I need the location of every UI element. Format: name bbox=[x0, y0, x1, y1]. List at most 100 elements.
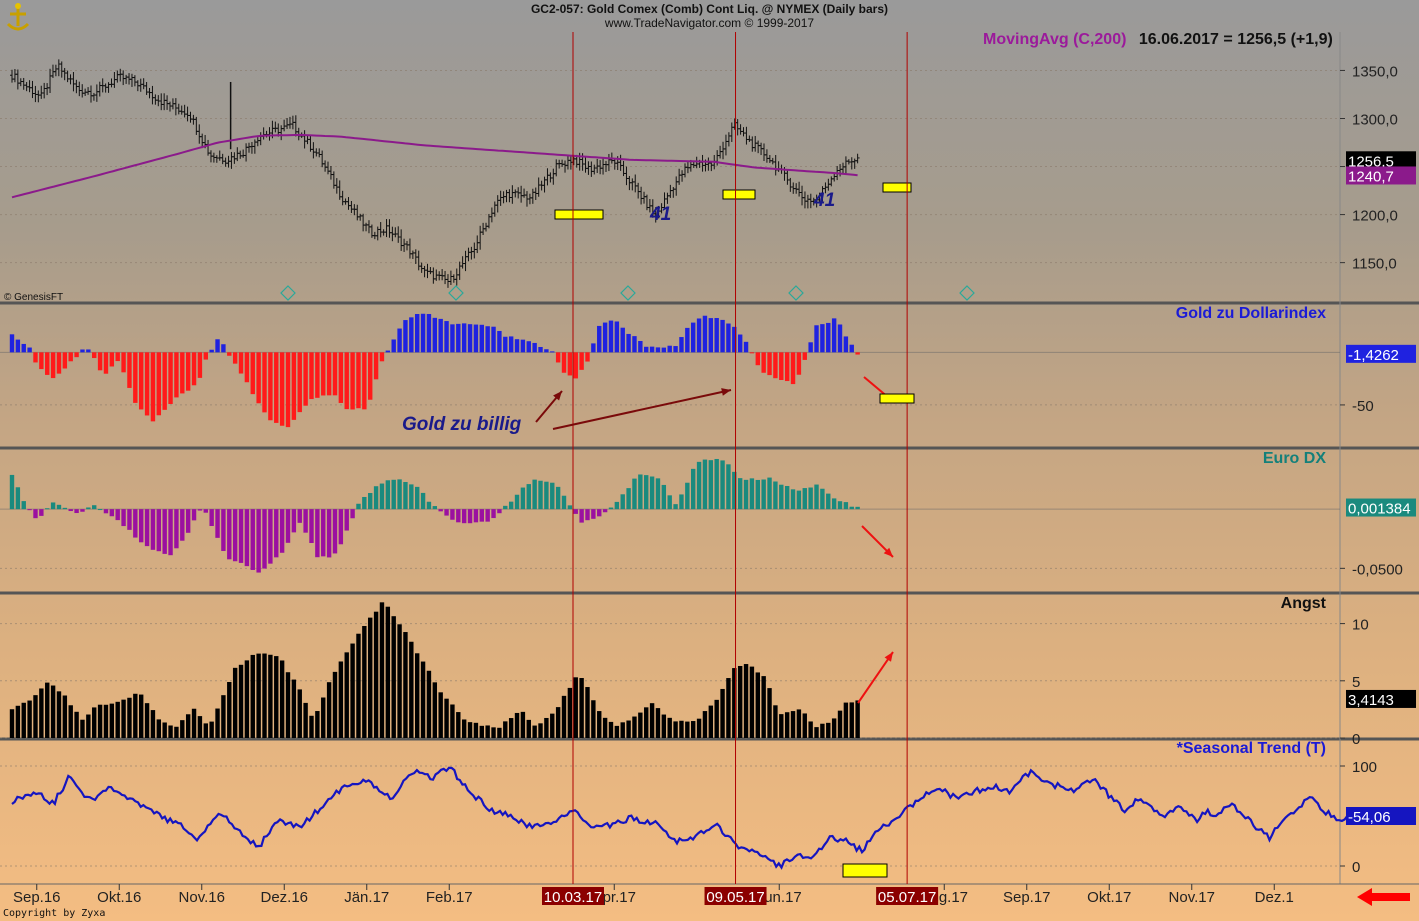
euro-dx-bar bbox=[649, 476, 655, 510]
x-tick-label: Jun.17 bbox=[757, 889, 802, 906]
euro-dx-bar bbox=[450, 509, 455, 520]
gold-dollar-bar bbox=[608, 320, 614, 353]
euro-dx-bar bbox=[426, 501, 432, 510]
gold-dollar-bar bbox=[97, 352, 103, 371]
angst-bar bbox=[344, 652, 349, 738]
euro-dx-bar bbox=[45, 508, 50, 510]
euro-dx-bar bbox=[614, 501, 620, 510]
y-tick-label: 100 bbox=[1352, 759, 1377, 776]
gold-dollar-bar bbox=[86, 349, 91, 353]
angst-bar bbox=[761, 676, 766, 738]
gold-dollar-bar bbox=[414, 314, 420, 353]
x-tick-label: Nov.17 bbox=[1169, 889, 1215, 906]
angst-bar bbox=[644, 707, 649, 738]
euro-dx-bar bbox=[279, 509, 285, 553]
angst-bar bbox=[326, 682, 332, 738]
euro-dx-bar bbox=[27, 509, 32, 511]
euro-dx-bar bbox=[303, 509, 308, 533]
euro-dx-bar bbox=[397, 479, 402, 510]
angst-bar bbox=[597, 711, 602, 738]
cycle-diamond-icon bbox=[280, 285, 296, 301]
moving-average-name: MovingAvg (C,200) bbox=[983, 31, 1127, 48]
euro-dx-bar bbox=[456, 509, 461, 523]
euro-dx-bar bbox=[68, 509, 73, 512]
gold-dollar-bar bbox=[103, 352, 109, 374]
gold-dollar-bar bbox=[21, 343, 26, 353]
euro-dx-bar bbox=[561, 495, 567, 510]
angst-bar bbox=[450, 704, 455, 738]
gold-dollar-bar bbox=[614, 321, 620, 353]
gold-dollar-bar bbox=[720, 319, 725, 353]
angst-bar bbox=[373, 611, 379, 738]
angst-bar bbox=[438, 692, 443, 738]
euro-dx-bar bbox=[180, 509, 185, 541]
gold-dollar-bar bbox=[555, 352, 561, 363]
x-tick-label: Jän.17 bbox=[344, 889, 389, 906]
euro-dx-bar bbox=[332, 509, 338, 554]
angst-bar bbox=[262, 653, 267, 738]
angst-bar bbox=[831, 718, 837, 738]
angst-bar bbox=[45, 682, 50, 738]
euro-dx-bar bbox=[109, 509, 115, 517]
euro-dx-bar bbox=[503, 505, 508, 510]
euro-dx-bar bbox=[491, 509, 496, 519]
gold-dollar-last-value-box bbox=[1346, 344, 1416, 363]
x-tick-label: Okt.16 bbox=[97, 889, 141, 906]
euro-dx-bar bbox=[685, 482, 690, 510]
gold-dollar-bar bbox=[15, 339, 21, 353]
angst-bar bbox=[567, 687, 573, 738]
copyright-note: Copyright by Zyxa bbox=[3, 908, 106, 919]
gold-dollar-bar bbox=[33, 352, 38, 363]
euro-dx-bar bbox=[773, 481, 778, 510]
gold-dollar-bar bbox=[250, 352, 255, 395]
gold-dollar-bar bbox=[532, 342, 537, 353]
gold-dollar-bar bbox=[561, 352, 567, 373]
angst-last-value-box bbox=[1346, 689, 1416, 708]
euro-dx-bar bbox=[185, 509, 191, 533]
gold-dollar-bar bbox=[321, 352, 326, 396]
gold-dollar-bar bbox=[755, 352, 760, 366]
gold-dollar-bar bbox=[831, 318, 837, 353]
angst-bar bbox=[538, 723, 543, 738]
gold-dollar-bar bbox=[197, 352, 203, 378]
angst-bar bbox=[268, 654, 273, 738]
euro-dx-bar bbox=[262, 509, 267, 569]
gold-dollar-bar bbox=[802, 352, 807, 360]
gold-dollar-bar bbox=[573, 352, 578, 379]
x-tick-label: Sep.17 bbox=[1003, 889, 1051, 906]
gold-cheap-label: Gold zu billig bbox=[402, 414, 522, 435]
gold-dollar-bar bbox=[256, 352, 261, 404]
x-tick-label: Dez.16 bbox=[260, 889, 308, 906]
euro-dx-bar bbox=[168, 509, 173, 556]
y-tick-label: 1350,0 bbox=[1352, 63, 1398, 80]
gold-dollar-bar bbox=[784, 352, 790, 382]
angst-bar bbox=[608, 721, 614, 738]
angst-bar bbox=[138, 694, 144, 738]
forecast-arrow bbox=[857, 651, 894, 704]
euro-dx-bar bbox=[620, 494, 625, 510]
cycle-diamond-icon bbox=[788, 285, 804, 301]
angst-bar bbox=[338, 661, 344, 738]
euro-dx-bar bbox=[567, 505, 573, 510]
gold-dollar-bar bbox=[385, 350, 391, 353]
gold-dollar-bar bbox=[673, 346, 678, 353]
gold-dollar-bar bbox=[714, 318, 719, 353]
angst-bar bbox=[737, 665, 743, 738]
angst-bar bbox=[550, 713, 555, 738]
angst-bar bbox=[514, 712, 520, 738]
angst-bar bbox=[250, 654, 255, 738]
euro-dx-bar bbox=[133, 509, 138, 538]
gold-dollar-bar bbox=[550, 351, 555, 353]
y-tick-label: 0 bbox=[1352, 731, 1360, 748]
euro-dx-bar bbox=[814, 484, 819, 510]
angst-bar bbox=[826, 722, 831, 738]
euro-dx-bar bbox=[285, 509, 291, 543]
angst-bar bbox=[397, 624, 402, 738]
angst-bar bbox=[432, 682, 438, 738]
gold-dollar-bar bbox=[732, 326, 737, 353]
euro-dx-bar bbox=[661, 484, 667, 510]
angst-bar bbox=[362, 625, 367, 738]
angst-bar bbox=[385, 606, 391, 738]
angst-bar bbox=[203, 723, 208, 738]
euro-dx-bar bbox=[62, 507, 68, 510]
